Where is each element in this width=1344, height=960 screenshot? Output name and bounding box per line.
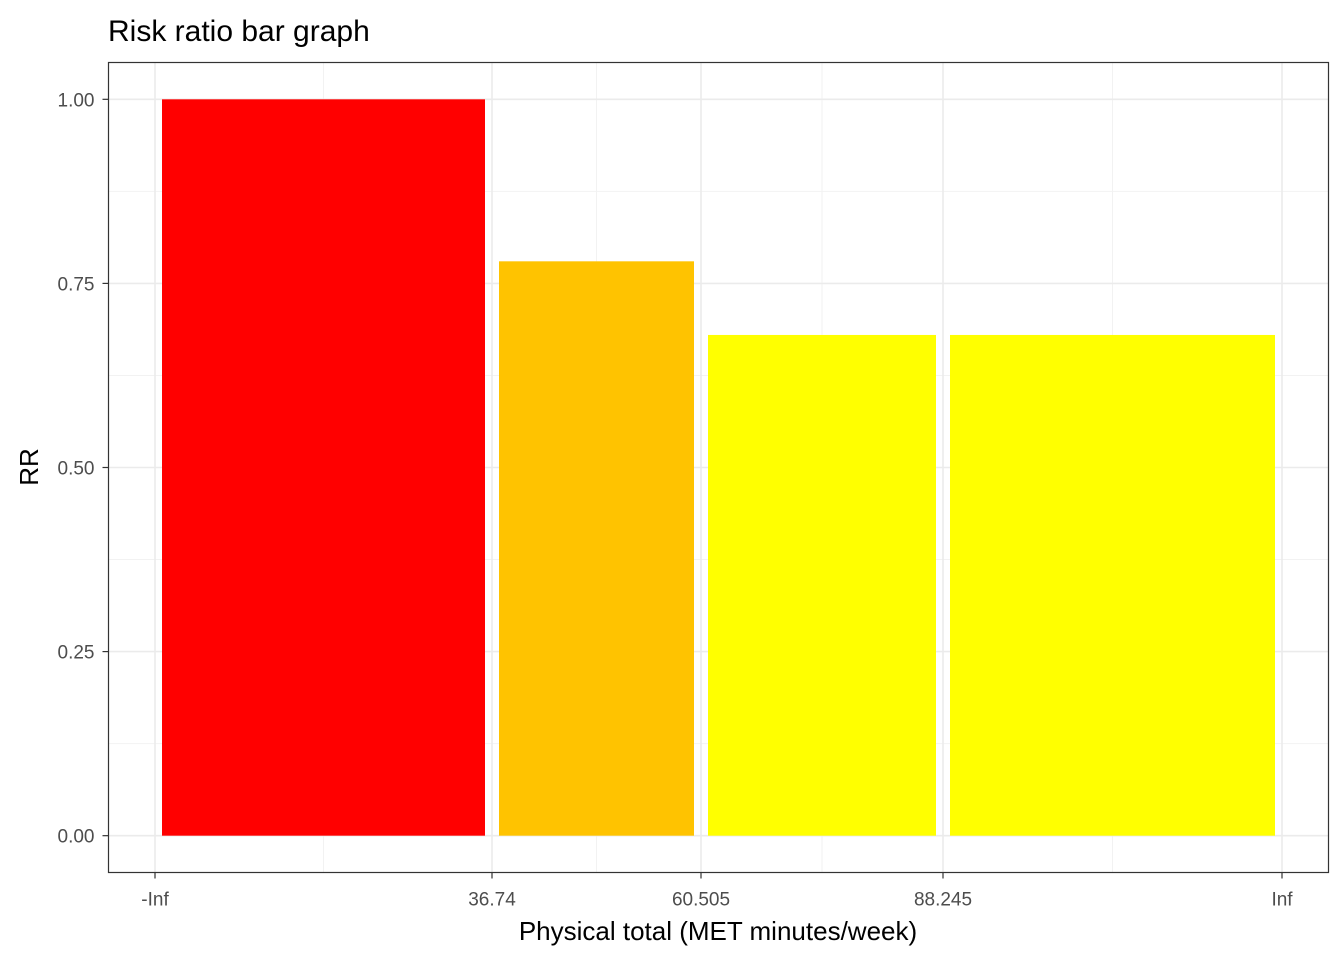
x-tick-label: Inf [1271,890,1293,911]
y-tick-label: 0.00 [58,827,95,848]
y-axis: 0.00 0.25 0.50 0.75 1.00 [58,90,109,848]
x-tick-label: 60.505 [672,890,730,911]
y-tick-label: 0.50 [58,459,95,480]
y-tick-label: 0.75 [58,274,95,295]
bar-2 [499,261,694,836]
y-axis-title: RR [14,448,44,486]
x-axis: -Inf 36.74 60.505 88.245 Inf [141,872,1293,911]
x-tick-label: 36.74 [468,890,516,911]
y-tick-label: 0.25 [58,643,95,664]
bar-1 [162,99,485,836]
y-tick-label: 1.00 [58,90,95,111]
chart-title: Risk ratio bar graph [108,15,370,48]
x-axis-title: Physical total (MET minutes/week) [519,916,917,946]
bar-4 [950,334,1275,836]
x-tick-label: 88.245 [914,890,972,911]
bar-3 [708,334,936,836]
x-tick-label: -Inf [141,890,169,911]
bars [162,99,1275,836]
